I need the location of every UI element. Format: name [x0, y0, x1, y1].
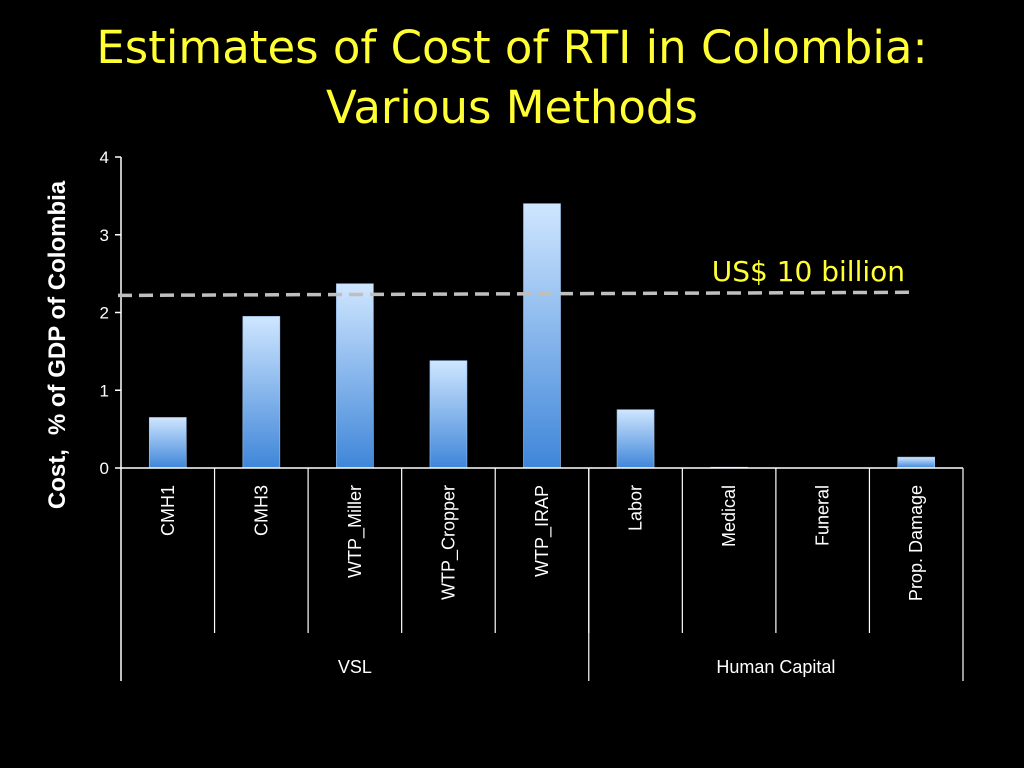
bar-wtp-miller: [336, 283, 374, 469]
slide-title: Estimates of Cost of RTI in Colombia: Va…: [0, 18, 1024, 138]
group-label: VSL: [338, 657, 372, 677]
bar-prop-damage: [897, 456, 936, 469]
bar-cmh3: [242, 316, 281, 469]
bar-cmh1: [148, 417, 187, 469]
y-tick-label: 0: [100, 459, 109, 478]
group-label: Human Capital: [716, 657, 835, 677]
title-line-1: Estimates of Cost of RTI in Colombia:: [96, 21, 928, 74]
y-axis-label: Cost, % of GDP of Colombia: [44, 180, 71, 509]
reference-line: [117, 290, 917, 298]
x-tick-label: Prop. Damage: [906, 485, 926, 601]
y-axis-label-cost: Cost,: [44, 449, 71, 509]
bar-labor: [616, 409, 655, 469]
x-tick-label: Labor: [626, 485, 646, 531]
x-tick-label: WTP_Cropper: [438, 485, 459, 600]
y-axis-label-gdp: % of GDP of Colombia: [44, 180, 71, 435]
x-tick-label: Funeral: [813, 485, 833, 546]
y-tick-label: 3: [100, 226, 109, 245]
x-tick-label: CMH1: [158, 485, 178, 536]
title-line-2: Various Methods: [326, 81, 698, 134]
x-tick-label: CMH3: [251, 485, 271, 536]
y-tick-label: 2: [100, 304, 109, 323]
y-tick-label: 4: [100, 148, 109, 167]
bar-wtp-cropper: [429, 360, 468, 469]
x-tick-label: WTP_Miller: [345, 485, 366, 578]
reference-line-label: US$ 10 billion: [712, 255, 905, 288]
y-tick-label: 1: [100, 381, 109, 400]
x-tick-label: Medical: [719, 485, 739, 547]
bar-wtp-irap: [523, 203, 561, 469]
x-tick-label: WTP_IRAP: [532, 485, 553, 577]
